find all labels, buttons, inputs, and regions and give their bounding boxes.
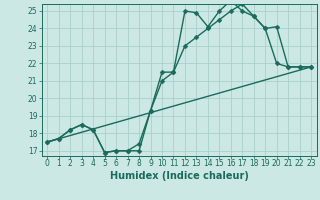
X-axis label: Humidex (Indice chaleur): Humidex (Indice chaleur) bbox=[110, 171, 249, 181]
